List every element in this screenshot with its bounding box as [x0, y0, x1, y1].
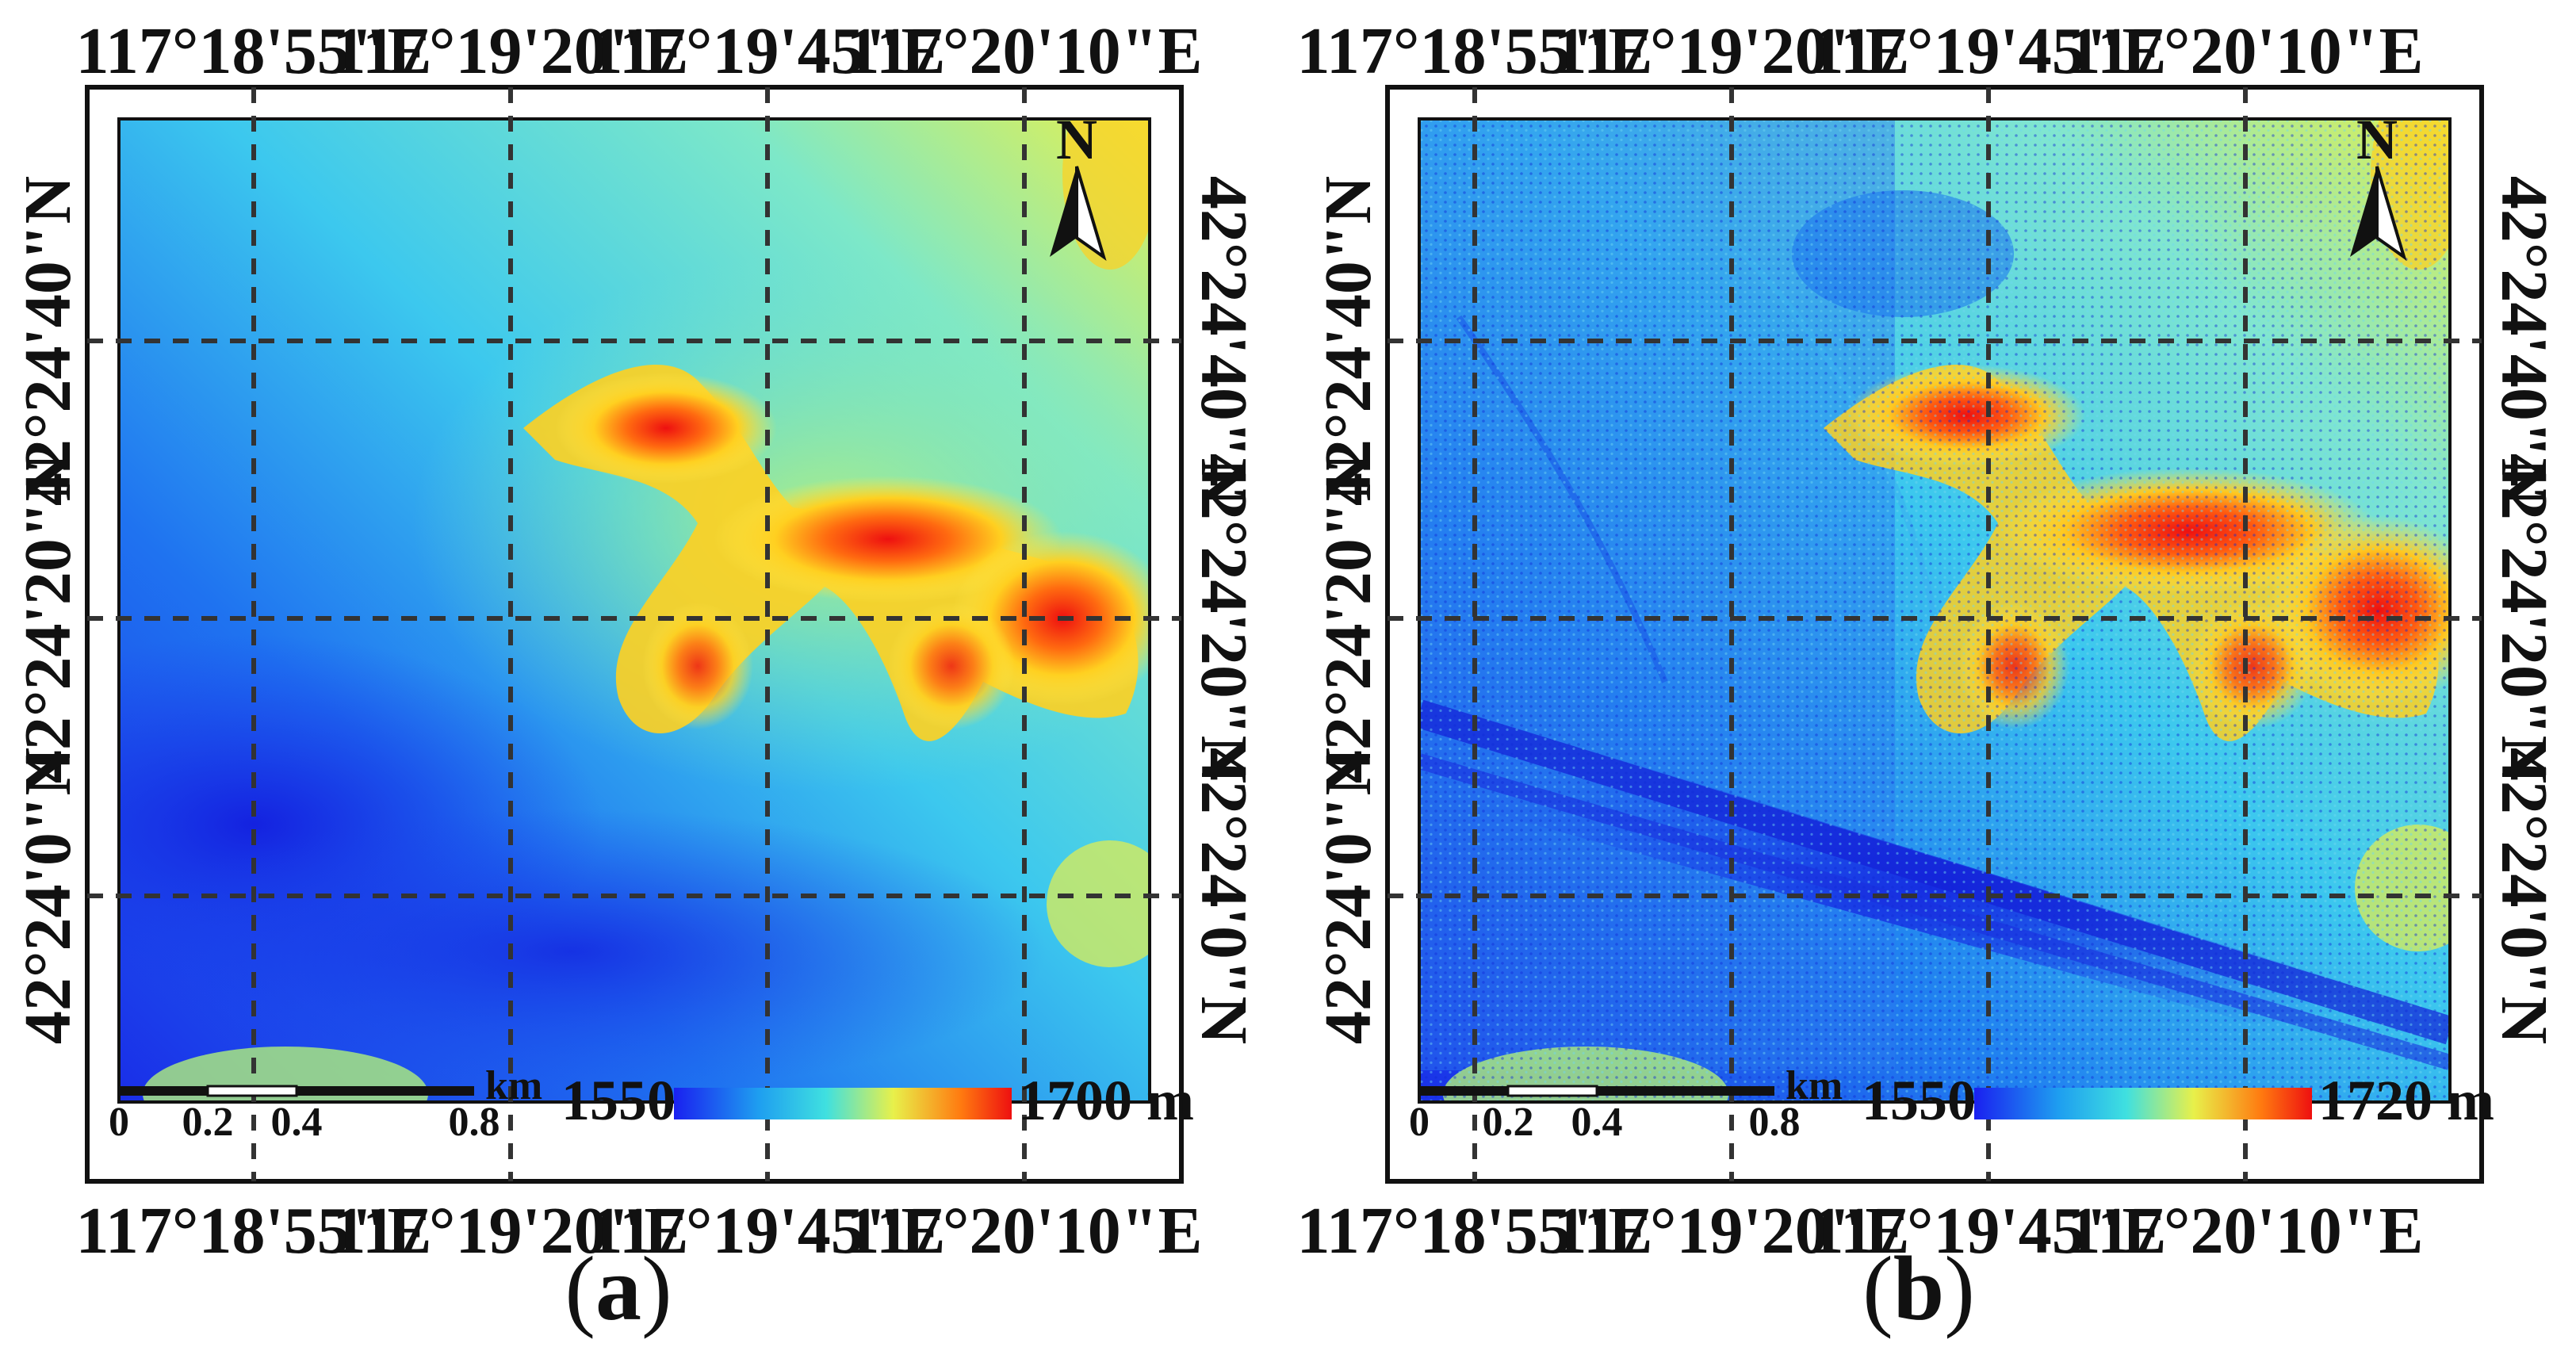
lon-label-bottom-2: 117°19'20"E: [333, 1194, 689, 1268]
lat-label-left-1: 42°24'40"N: [11, 176, 85, 506]
elevation-raster: [119, 119, 1150, 1102]
scale-tick-3: 0.8: [1749, 1100, 1801, 1145]
panel-caption: (b): [1862, 1238, 1975, 1340]
scale-bar: km 0 0.2 0.4 0.8: [1409, 1063, 1843, 1145]
scale-tick-2: 0.4: [271, 1100, 323, 1145]
lat-label-left-2: 42°24'20"N: [1311, 453, 1385, 783]
lon-label-bottom-3: 117°19'45"E: [590, 1194, 946, 1268]
lon-label-top-3: 117°19'45"E: [1811, 14, 2167, 88]
lon-label-top-4: 117°20'10"E: [847, 14, 1203, 88]
scale-unit: km: [1786, 1063, 1843, 1108]
lat-label-left-2: 42°24'20"N: [11, 453, 85, 783]
lon-label-bottom-4: 117°20'10"E: [847, 1194, 1203, 1268]
scale-tick-1: 0.2: [182, 1100, 234, 1145]
scale-tick-2: 0.4: [1571, 1100, 1623, 1145]
lon-label-top-2: 117°19'20"E: [1554, 14, 1910, 88]
lat-label-left-1: 42°24'40"N: [1311, 176, 1385, 506]
scale-bar: km 0 0.2 0.4 0.8: [109, 1063, 542, 1145]
scale-tick-3: 0.8: [449, 1100, 500, 1145]
lon-label-bottom-4: 117°20'10"E: [2068, 1194, 2424, 1268]
lon-label-bottom-3: 117°19'45"E: [1811, 1194, 2167, 1268]
lat-label-right-1: 42°24'40"N: [1187, 176, 1261, 506]
map-figure-a: 117°18'55"E 117°19'20"E 117°19'45"E 117°…: [11, 14, 1261, 1340]
north-label: N: [2356, 108, 2398, 171]
legend-max-label: 1700 m: [1018, 1069, 1194, 1132]
lon-label-top-2: 117°19'20"E: [333, 14, 689, 88]
lat-label-right-2: 42°24'20"N: [2487, 453, 2561, 783]
scale-unit: km: [485, 1063, 542, 1108]
legend-color-ramp: [1974, 1088, 2312, 1119]
lat-label-left-3: 42°24'0"N: [1311, 748, 1385, 1044]
lon-label-bottom-1: 117°18'55"E: [76, 1194, 432, 1268]
lon-label-bottom-1: 117°18'55"E: [1297, 1194, 1653, 1268]
lat-label-right-2: 42°24'20"N: [1187, 453, 1261, 783]
graticule: [87, 87, 1181, 1181]
lon-label-top-1: 117°18'55"E: [1297, 14, 1653, 88]
scale-tick-0: 0: [1409, 1100, 1430, 1145]
lat-label-right-3: 42°24'0"N: [1187, 748, 1261, 1044]
scale-tick-1: 0.2: [1483, 1100, 1534, 1145]
map-figure-b: 117°18'55"E 117°19'20"E 117°19'45"E 117°…: [1297, 14, 2561, 1340]
elevation-legend: 1550 m 1700 m: [561, 1069, 1194, 1132]
lon-label-bottom-2: 117°19'20"E: [1554, 1194, 1910, 1268]
legend-max-label: 1720 m: [2318, 1069, 2494, 1132]
elevation-legend: 1550 m 1720 m: [1862, 1069, 2494, 1132]
legend-color-ramp: [674, 1088, 1012, 1119]
north-arrow-icon: N: [2350, 108, 2407, 261]
scale-tick-0: 0: [109, 1100, 129, 1145]
lon-label-top-1: 117°18'55"E: [76, 14, 432, 88]
elevation-raster: [1419, 119, 2450, 1102]
map-panel-b: 117°18'55"E 117°19'20"E 117°19'45"E 117°…: [1297, 0, 2569, 1370]
north-label: N: [1056, 108, 1097, 171]
lat-label-right-3: 42°24'0"N: [2487, 748, 2561, 1044]
graticule: [1388, 87, 2482, 1181]
north-arrow-icon: N: [1050, 108, 1107, 261]
panel-caption: (a): [565, 1238, 672, 1340]
lat-label-left-3: 42°24'0"N: [11, 748, 85, 1044]
lon-label-top-3: 117°19'45"E: [590, 14, 946, 88]
lat-label-right-1: 42°24'40"N: [2487, 176, 2561, 506]
map-panel-a: 117°18'55"E 117°19'20"E 117°19'45"E 117°…: [0, 0, 1269, 1370]
lon-label-top-4: 117°20'10"E: [2068, 14, 2424, 88]
